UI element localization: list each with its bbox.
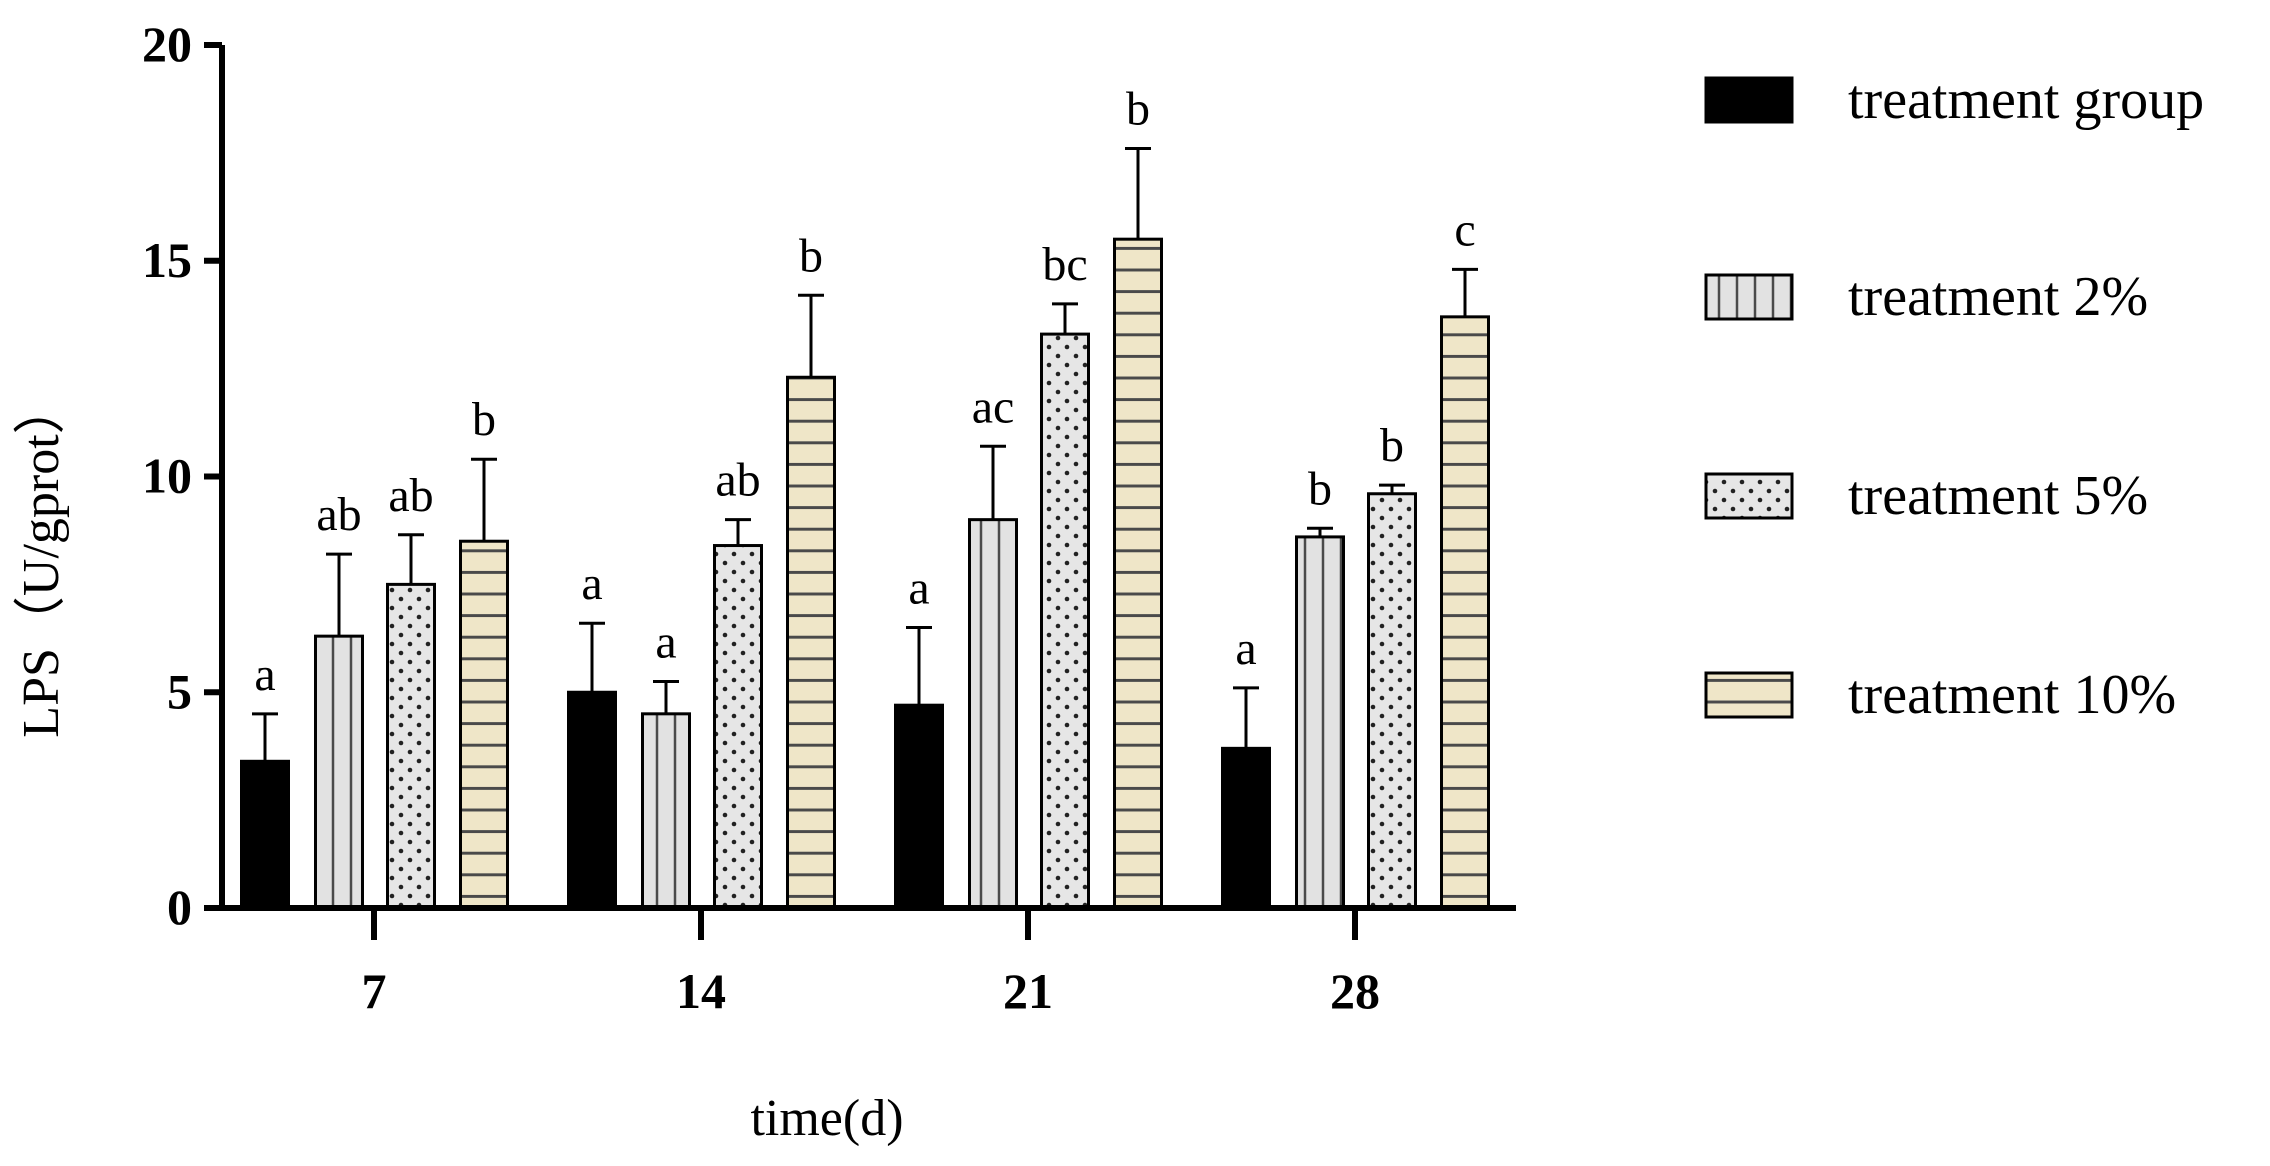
sig-label-7-s1: ab — [316, 488, 361, 541]
sig-label-7-s2: ab — [388, 469, 433, 522]
sig-label-14-s1: a — [655, 615, 676, 668]
bar-28-s1 — [1295, 535, 1345, 910]
x-tick-label-28: 28 — [1330, 963, 1380, 1019]
sig-label-7-s3: b — [472, 393, 496, 446]
legend-label-s2: treatment 5% — [1848, 465, 2148, 527]
y-axis-title: LPS（U/gprot） — [13, 382, 70, 737]
sig-label-28-s2: b — [1380, 419, 1404, 472]
sig-label-21-s0: a — [908, 562, 929, 615]
bar-14-s2 — [713, 544, 763, 910]
sig-label-21-s3: b — [1126, 83, 1150, 136]
sig-label-28-s3: c — [1454, 203, 1475, 256]
bar-14-s1 — [641, 712, 691, 910]
legend-swatch-s3 — [1704, 671, 1794, 719]
legend-label-s0: treatment group — [1848, 69, 2204, 131]
bar-21-s0 — [894, 703, 944, 910]
bar-7-s3 — [459, 539, 509, 910]
sig-label-28-s1: b — [1308, 462, 1332, 515]
legend-swatch-s0 — [1704, 76, 1794, 124]
sig-label-7-s0: a — [254, 648, 275, 701]
legend-label-s1: treatment 2% — [1848, 266, 2148, 328]
x-axis-title: time(d) — [750, 1090, 903, 1147]
sig-label-21-s1: ac — [972, 380, 1015, 433]
y-tick-label: 5 — [167, 663, 192, 719]
y-tick-label: 0 — [167, 879, 192, 935]
bar-14-s0 — [567, 690, 617, 910]
bar-21-s3 — [1113, 237, 1163, 910]
axes: 0 5 10 15 20 7 14 21 28 — [142, 16, 1516, 1019]
y-tick-label: 20 — [142, 16, 192, 72]
bar-7-s2 — [386, 582, 436, 910]
bars-layer — [240, 237, 1490, 910]
legend-swatch-s1 — [1704, 273, 1794, 321]
sig-label-14-s3: b — [799, 229, 823, 282]
y-tick-label: 10 — [142, 448, 192, 504]
legend: treatment group treatment 2% treatment 5% t… — [1704, 69, 2204, 726]
bar-28-s3 — [1440, 315, 1490, 910]
legend-label-s3: treatment 10% — [1848, 664, 2176, 726]
bar-28-s0 — [1221, 746, 1271, 910]
x-tick-label-7: 7 — [362, 963, 387, 1019]
bar-7-s0 — [240, 759, 290, 910]
y-tick-label: 15 — [142, 232, 192, 288]
error-bars-layer — [252, 147, 1478, 762]
bar-21-s1 — [968, 518, 1018, 910]
bar-7-s1 — [314, 634, 364, 910]
sig-label-14-s2: ab — [715, 454, 760, 507]
sig-label-14-s0: a — [581, 557, 602, 610]
x-tick-label-21: 21 — [1003, 963, 1053, 1019]
x-tick-label-14: 14 — [676, 963, 726, 1019]
bar-14-s3 — [786, 375, 836, 910]
legend-swatch-s2 — [1704, 472, 1794, 520]
bar-28-s2 — [1367, 492, 1417, 910]
bar-21-s2 — [1040, 332, 1090, 910]
sig-label-28-s0: a — [1235, 622, 1256, 675]
sig-label-21-s2: bc — [1042, 238, 1087, 291]
